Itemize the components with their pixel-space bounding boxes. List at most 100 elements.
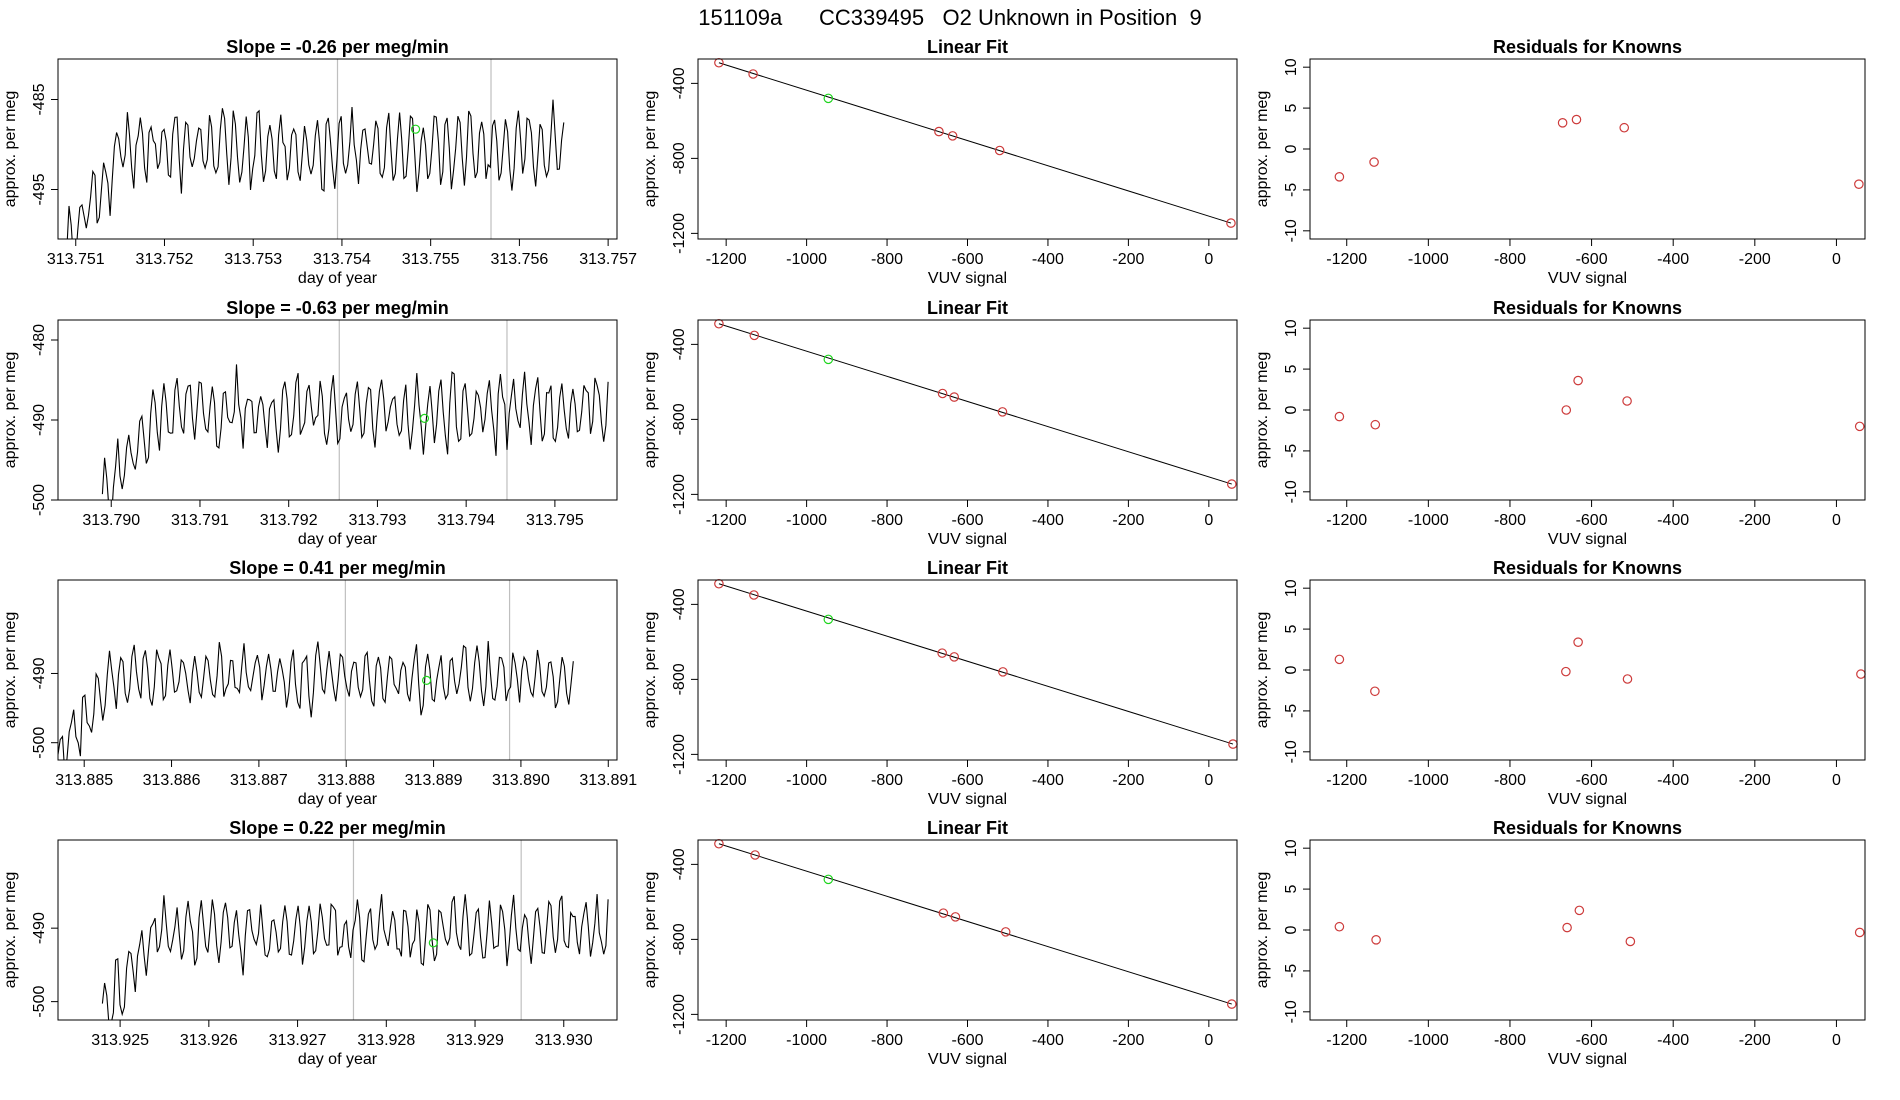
x-tick-label: 313.792 [260,512,318,529]
data-point [748,69,758,79]
x-tick-label: 0 [1204,512,1213,529]
data-point [949,392,960,402]
y-tick-label: 0 [1283,405,1300,414]
y-axis-label: approx. per meg [2,872,19,989]
data-point [1334,654,1345,665]
x-tick-label: -400 [1657,512,1689,529]
data-point [997,407,1008,417]
y-tick-label: 0 [1283,665,1300,674]
x-tick-label: 313.928 [357,1032,415,1049]
x-tick-label: -1200 [706,1032,747,1049]
panel-title: Residuals for Knowns [1493,37,1682,57]
data-point [1574,905,1585,916]
data-point [1561,405,1572,415]
x-tick-label: 313.754 [313,251,371,268]
panel-row4-linear-fit: Linear Fit -1200 -1000 -800 -600 -400 -200 0 -40… [642,818,1238,1068]
data-point [1226,999,1237,1009]
x-axis-label: VUV signal [928,531,1007,548]
panel-title: Residuals for Knowns [1493,818,1682,838]
y-axis-label: approx. per meg [1254,612,1271,729]
x-tick-label: -1000 [1408,251,1449,268]
unknown-point [823,614,834,625]
unknown-point [823,354,834,365]
y-tick-label: -10 [1283,1000,1300,1023]
y-tick-label: -490 [31,912,48,944]
y-axis-label: approx. per meg [2,612,19,729]
x-axis-label: VUV signal [1548,531,1627,548]
panels: Slope = -0.26 per meg/min 313.751 313.752 3… [2,37,1866,1068]
x-tick-label: 0 [1832,251,1841,268]
panel-title: Slope = 0.41 per meg/min [229,558,446,578]
y-axis-label: approx. per meg [1254,352,1271,469]
data-point [1571,114,1582,125]
data-point [1000,927,1011,937]
y-tick-label: 5 [1283,104,1300,113]
plot-frame [57,839,618,1021]
y-tick-label: -800 [671,663,688,695]
y-axis-label: approx. per meg [1254,872,1271,989]
x-tick-label: -400 [1657,1032,1689,1049]
x-axis-label: day of year [298,531,378,548]
panel-title: Linear Fit [927,298,1008,318]
y-tick-label: 5 [1283,625,1300,634]
y-tick-label: -10 [1283,219,1300,242]
y-tick-label: -400 [671,848,688,880]
y-tick-label: -5 [1283,183,1300,197]
panel-row1-residuals: Residuals for Knowns-1200 -1000 -800 -600 -4… [1254,37,1866,287]
x-axis-label: VUV signal [1548,791,1627,808]
panel-title: Slope = -0.63 per meg/min [226,298,449,318]
data-point [937,388,948,399]
x-axis-label: VUV signal [928,1051,1007,1068]
panel-row4-residuals: Residuals for Knowns-1200 -1000 -800 -600 -4… [1254,818,1866,1068]
y-tick-label: -500 [31,727,48,759]
x-tick-label: -800 [871,772,903,789]
x-tick-label: 0 [1204,251,1213,268]
x-tick-label: 313.929 [446,1032,504,1049]
panel-row2-timeseries: Slope = -0.63 per meg/min 313.790 313.791 3… [2,298,618,548]
data-point [1573,637,1583,647]
x-axis-label: day of year [298,1051,378,1068]
x-tick-label: -600 [951,772,983,789]
y-tick-label: -495 [31,173,48,205]
y-tick-label: 5 [1283,365,1300,374]
fit-line [718,583,1234,745]
x-tick-label: 313.756 [490,251,548,268]
x-axis-label: day of year [298,791,378,808]
series-line [58,640,574,760]
x-tick-label: -1200 [1326,251,1367,268]
data-point [1370,686,1380,697]
x-tick-label: -1200 [706,512,747,529]
data-point [1334,411,1345,422]
y-tick-label: -5 [1283,704,1300,718]
panel-row2-linear-fit: Linear Fit -1200 -1000 -800 -600 -400 -200 0 -40… [642,298,1238,548]
data-point [934,126,944,137]
y-tick-label: -1200 [671,994,688,1035]
x-tick-label: -200 [1112,772,1144,789]
series-line [66,99,565,239]
plot-frame [57,319,618,501]
y-tick-label: -800 [671,403,688,435]
panel-row4-timeseries: Slope = 0.22 per meg/min 313.925 313.926 31… [2,818,618,1068]
data-point [1854,421,1865,432]
unknown-point [823,93,834,104]
unknown-point [823,874,834,885]
fit-line [718,843,1232,1005]
y-tick-label: -5 [1283,444,1300,458]
data-point [994,145,1005,156]
x-tick-label: -200 [1739,1032,1771,1049]
panel-title: Slope = -0.26 per meg/min [226,37,449,57]
y-tick-label: -10 [1283,740,1300,763]
x-tick-label: -1000 [1408,772,1449,789]
x-tick-label: -200 [1112,512,1144,529]
x-tick-label: -1000 [1408,1032,1449,1049]
x-tick-label: -200 [1112,1032,1144,1049]
y-axis-label: approx. per meg [642,352,659,469]
x-tick-label: 313.751 [47,251,105,268]
x-tick-label: -1000 [786,512,827,529]
data-point [1854,927,1865,938]
x-tick-label: 313.930 [535,1032,593,1049]
x-tick-label: -400 [1032,772,1064,789]
x-tick-label: 313.794 [437,512,495,529]
x-axis-label: day of year [298,270,378,287]
x-tick-label: 0 [1832,1032,1841,1049]
